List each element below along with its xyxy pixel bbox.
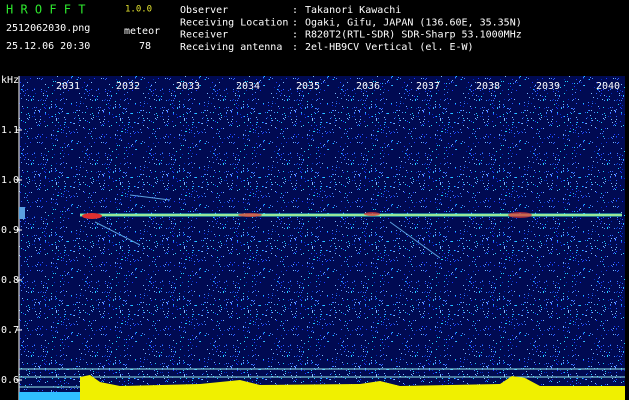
date-time: 25.12.06 20:30 — [6, 41, 90, 52]
minute-label: 2033 — [176, 81, 200, 92]
field-separator: : — [292, 30, 298, 41]
frequency-label: 0.9 — [1, 225, 19, 236]
minute-label: 2036 — [356, 81, 380, 92]
minute-label: 2037 — [416, 81, 440, 92]
frequency-label: 0.6 — [1, 375, 19, 386]
field-value: Takanori Kawachi — [305, 5, 401, 16]
field-label: Observer — [180, 5, 228, 16]
meteor-trail — [389, 221, 441, 259]
frequency-label: 0.8 — [1, 275, 19, 286]
minute-label: 2035 — [296, 81, 320, 92]
field-value: Ogaki, Gifu, JAPAN (136.60E, 35.35N) — [305, 17, 522, 28]
axis-labels: kHz 2031 2032 2033 2034 2035 2036 2037 2038 2039 2… — [1, 75, 620, 386]
frequency-label: 1.1 — [1, 125, 19, 136]
field-value: 2el-HB9CV Vertical (el. E-W) — [305, 42, 474, 53]
echo — [508, 212, 532, 218]
minute-label: 2039 — [536, 81, 560, 92]
count-label: meteor — [124, 26, 160, 37]
field-separator: : — [292, 17, 298, 28]
meteor-trail — [94, 221, 141, 246]
field-label: Receiving antenna — [180, 42, 282, 53]
field-label: Receiving Location — [180, 17, 288, 28]
count: 78 — [139, 41, 151, 52]
level-graph — [80, 375, 625, 400]
app-version: 1.0.0 — [125, 5, 152, 15]
header-bg — [0, 0, 629, 72]
y-unit: kHz — [1, 75, 19, 86]
minute-label: 2031 — [56, 81, 80, 92]
minute-label: 2032 — [116, 81, 140, 92]
field-value: R820T2(RTL-SDR) SDR-Sharp 53.1000MHz — [305, 30, 522, 41]
echo — [82, 213, 102, 219]
app-name: H R O F F T — [6, 3, 85, 17]
field-label: Receiver — [180, 30, 228, 41]
echo — [364, 212, 380, 216]
frequency-label: 0.7 — [1, 325, 19, 336]
file-name: 2512062030.png — [6, 23, 90, 34]
level-low — [19, 392, 80, 400]
minute-label: 2038 — [476, 81, 500, 92]
minute-label: 2034 — [236, 81, 260, 92]
field-separator: : — [292, 42, 298, 53]
field-separator: : — [292, 5, 298, 16]
minute-label: 2040 — [596, 81, 620, 92]
spectrogram — [19, 76, 625, 400]
echo — [238, 213, 262, 217]
meteor-trail — [129, 194, 171, 201]
left-marker — [19, 207, 25, 219]
frequency-label: 1.0 — [1, 175, 19, 186]
info-fields: Observer: Takanori Kawachi Receiving Locat… — [180, 5, 522, 53]
